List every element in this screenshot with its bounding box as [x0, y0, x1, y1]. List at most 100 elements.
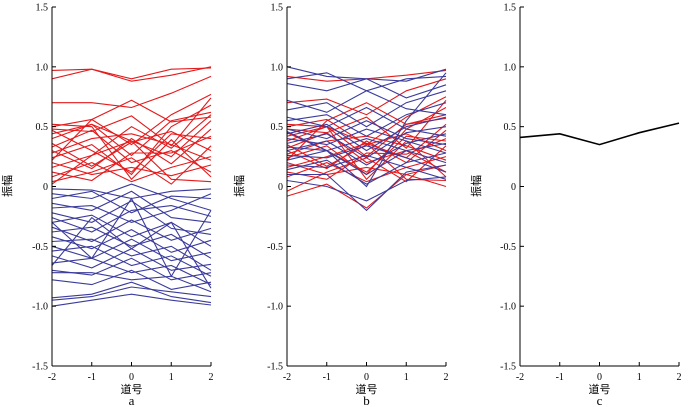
series-line-blue-14 [286, 145, 447, 173]
y-axis-label: 振幅 [232, 175, 246, 197]
x-tick-label: 0 [364, 372, 369, 383]
y-tick-label: -0.5 [267, 242, 283, 253]
y-tick-label: 0.5 [504, 122, 517, 133]
series-line-red-13 [51, 104, 212, 176]
series-line-blue-18 [52, 272, 212, 293]
series-line-blue-5 [51, 193, 212, 223]
x-tick-label: 1 [637, 372, 642, 383]
series-line-red-12 [51, 133, 212, 161]
x-tick-label: -1 [88, 372, 96, 383]
y-tick-label: 0.5 [36, 122, 49, 133]
series-line-blue-22 [51, 293, 212, 307]
series-line-red-1 [51, 67, 212, 80]
x-tick-label: 0 [129, 372, 134, 383]
series-line-blue-15 [51, 248, 212, 271]
series-line-blue-10 [51, 226, 212, 259]
series-line-red-6 [286, 114, 447, 158]
series-line-red-3 [52, 75, 212, 109]
series-line-red-14 [51, 162, 212, 177]
series-line-blue-11 [286, 126, 447, 159]
series-line-blue-13 [51, 238, 212, 262]
series-line-red-8 [286, 133, 447, 167]
series-line-red-15 [51, 140, 212, 183]
series-line-red-18 [51, 145, 212, 185]
series-group [519, 122, 680, 146]
series-line-red-17 [51, 156, 212, 183]
series-group [51, 66, 212, 307]
series-line-red-15 [286, 138, 447, 180]
y-tick-label: 1.5 [271, 3, 284, 14]
series-line-blue-4 [51, 190, 212, 223]
series-line-blue-11 [51, 228, 212, 253]
series-line-blue-16 [286, 154, 447, 180]
y-tick-label: 0 [511, 182, 516, 193]
series-line-red-18 [286, 173, 447, 209]
series-line-blue-20 [286, 72, 447, 188]
series-line-blue-17 [286, 152, 447, 185]
x-tick-label: 2 [209, 372, 214, 383]
series-line-blue-17 [51, 257, 212, 281]
series-line-blue-9 [286, 116, 447, 152]
y-tick-label: 1.0 [271, 62, 284, 73]
y-tick-label: 1.5 [36, 3, 49, 14]
x-tick-label: 2 [444, 372, 449, 383]
series-line-blue-6 [286, 106, 447, 137]
y-tick-label: -0.5 [32, 242, 48, 253]
series-line-red-10 [51, 129, 212, 173]
y-tick-label: -1.0 [32, 302, 48, 313]
series-line-red-2 [51, 66, 212, 82]
x-tick-label: -1 [323, 372, 331, 383]
panel-c: -1.5 -1.0 -0.5 0 0.5 1.0 1.5 -2 -1 0 1 2 道号 振幅 c [469, 3, 682, 407]
y-tick-label: 1.5 [504, 3, 517, 14]
series-line-red-9 [286, 132, 447, 173]
series-line-red-9 [51, 130, 212, 167]
y-tick-label: 1.0 [504, 62, 517, 73]
series-line-blue-16 [51, 257, 212, 286]
series-line-red-19 [286, 123, 447, 181]
series-line-blue-19 [51, 269, 212, 290]
series-line-red-7 [51, 111, 212, 157]
x-tick-label: 1 [404, 372, 409, 383]
series-line-red-2 [286, 78, 447, 116]
y-tick-label: 1.0 [36, 62, 49, 73]
y-tick-label: -1.5 [500, 362, 516, 373]
series-line-blue-24 [51, 216, 212, 289]
series-line-blue-14 [51, 245, 212, 277]
series-line-red-16 [51, 135, 212, 182]
x-axis-label: 道号 [121, 382, 143, 396]
series-line-blue-2 [51, 183, 212, 211]
panel-a: -1.5 -1.0 -0.5 0 0.5 1.0 1.5 -2 -1 0 1 2 道号 振幅 a [0, 3, 214, 407]
y-tick-label: -1.0 [500, 302, 516, 313]
series-line-red-16 [286, 156, 447, 183]
series-line-blue-18 [287, 164, 447, 212]
y-axis-label: 振幅 [0, 175, 14, 197]
y-tick-label: -0.5 [500, 242, 516, 253]
series-line-mean [519, 122, 680, 146]
series-line-blue-19 [286, 176, 447, 202]
x-tick-label: -1 [556, 372, 564, 383]
series-line-red-20 [51, 123, 212, 181]
series-line-red-10 [286, 129, 447, 170]
x-tick-label: 0 [597, 372, 602, 383]
x-tick-label: -2 [283, 372, 291, 383]
x-axis-label: 道号 [589, 382, 611, 396]
series-line-blue-12 [286, 138, 447, 164]
y-tick-label: 0 [43, 182, 48, 193]
y-tick-label: -1.5 [267, 362, 283, 373]
series-line-red-21 [51, 114, 212, 185]
series-line-blue-20 [51, 281, 212, 304]
y-axis-label: 振幅 [469, 175, 483, 197]
y-tick-label: -1.0 [267, 302, 283, 313]
series-line-red-5 [51, 97, 212, 147]
series-line-blue-3 [51, 190, 212, 214]
series-line-blue-5 [286, 90, 447, 128]
series-line-blue-21 [51, 286, 212, 301]
series-line-blue-9 [51, 219, 212, 243]
panel-b: -1.5 -1.0 -0.5 0 0.5 1.0 1.5 -2 -1 0 1 2 道号 振幅 b [232, 3, 449, 407]
series-line-blue-10 [286, 128, 447, 154]
series-line-blue-7 [286, 102, 447, 137]
series-line-blue-3 [286, 78, 447, 99]
series-line-red-19 [51, 99, 212, 161]
x-tick-label: -2 [516, 372, 524, 383]
